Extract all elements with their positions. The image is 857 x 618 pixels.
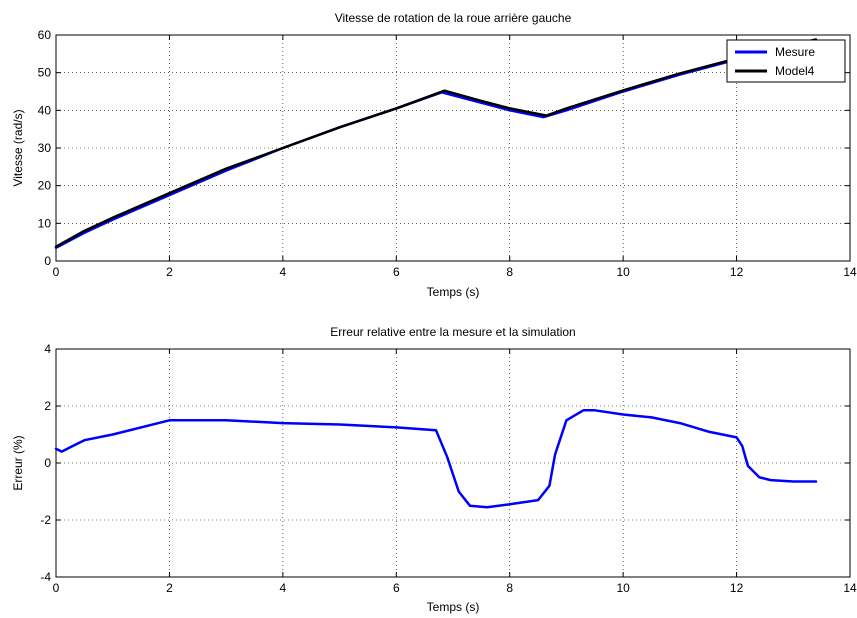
x-tick-label: 6 — [393, 581, 400, 595]
speed-chart-ylabel: Vitesse (rad/s) — [11, 109, 25, 186]
y-tick-label: 4 — [44, 342, 51, 356]
x-tick-label: 0 — [53, 581, 60, 595]
x-tick-label: 12 — [730, 265, 744, 279]
error-chart-ylabel: Erreur (%) — [11, 435, 25, 490]
error-chart-grid — [56, 349, 850, 577]
x-tick-label: 14 — [843, 581, 857, 595]
speed-chart-series — [54, 38, 818, 250]
x-tick-label: 4 — [280, 581, 287, 595]
legend-label-mesure: Mesure — [775, 45, 815, 59]
x-tick-label: 12 — [730, 581, 744, 595]
y-tick-label: -2 — [40, 513, 51, 527]
y-tick-label: 50 — [38, 66, 52, 80]
y-tick-label: -4 — [40, 570, 51, 584]
x-tick-label: 2 — [166, 581, 173, 595]
x-tick-label: 8 — [506, 581, 513, 595]
speed-chart-title: Vitesse de rotation de la roue arrière g… — [335, 11, 572, 25]
y-tick-label: 0 — [44, 456, 51, 470]
legend-label-model4: Model4 — [775, 64, 815, 78]
x-tick-label: 0 — [53, 265, 60, 279]
y-tick-label: 30 — [38, 141, 52, 155]
x-tick-label: 14 — [843, 265, 857, 279]
error-chart: Erreur relative entre la mesure et la si… — [11, 325, 857, 614]
x-tick-label: 2 — [166, 265, 173, 279]
speed-chart-xlabel: Temps (s) — [427, 285, 480, 299]
error-chart-series — [54, 409, 818, 509]
series-line-erreur — [54, 409, 818, 509]
x-tick-label: 4 — [280, 265, 287, 279]
x-tick-label: 10 — [616, 581, 630, 595]
y-tick-label: 10 — [38, 216, 52, 230]
speed-chart-ticks: 0 2 4 6 8 10 12 14 0 10 20 30 40 50 60 — [38, 28, 857, 279]
y-tick-label: 2 — [44, 399, 51, 413]
x-tick-label: 10 — [616, 265, 630, 279]
error-chart-title: Erreur relative entre la mesure et la si… — [330, 325, 575, 339]
legend-box — [726, 39, 846, 83]
y-tick-label: 20 — [38, 179, 52, 193]
speed-chart: Vitesse de rotation de la roue arrière g… — [11, 11, 857, 299]
x-tick-label: 6 — [393, 265, 400, 279]
legend: Mesure Model4 — [726, 39, 846, 83]
error-chart-xlabel: Temps (s) — [427, 600, 480, 614]
series-line-model4 — [54, 38, 818, 248]
error-chart-ticks: 0 2 4 6 8 10 12 14 -4 -2 0 2 4 — [40, 342, 857, 595]
y-tick-label: 60 — [38, 28, 52, 42]
error-chart-plot-area — [55, 348, 851, 578]
y-tick-label: 40 — [38, 103, 52, 117]
y-tick-label: 0 — [44, 254, 51, 268]
x-tick-label: 8 — [506, 265, 513, 279]
